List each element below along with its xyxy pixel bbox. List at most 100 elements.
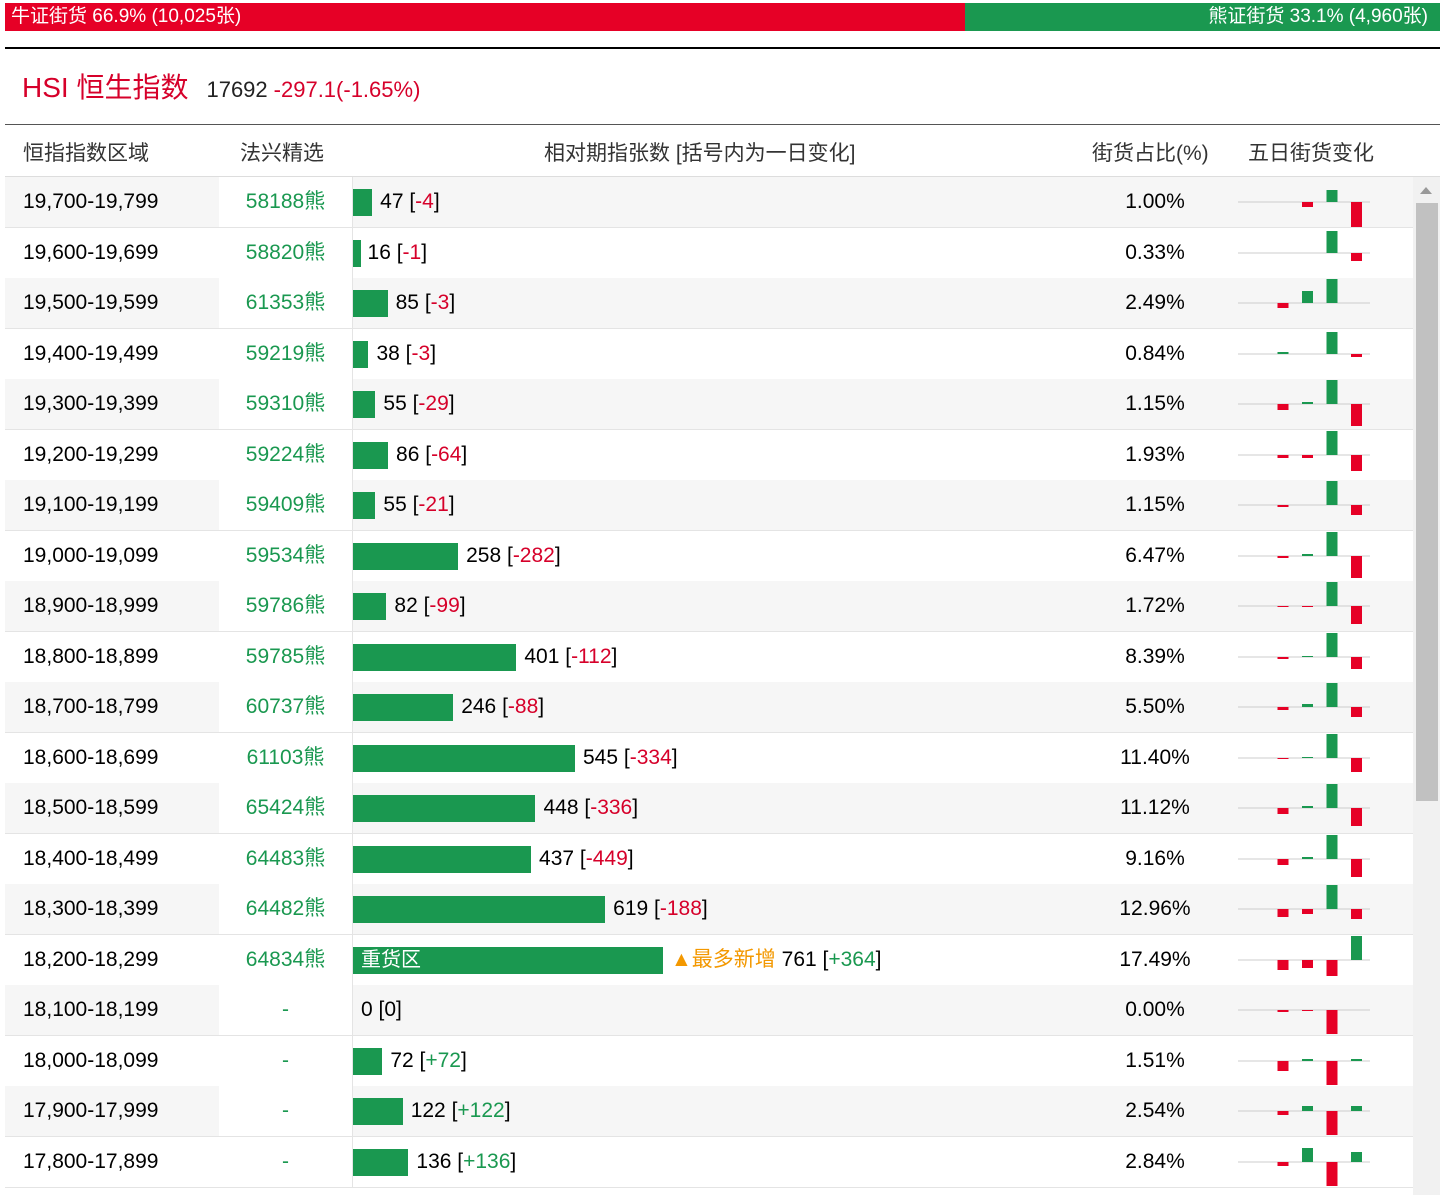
five-day-chart bbox=[1238, 632, 1370, 669]
scrollbar-thumb[interactable] bbox=[1416, 203, 1438, 801]
pick-cell: 61353熊 bbox=[219, 278, 353, 328]
column-header[interactable]: 恒指指数区域 bbox=[23, 142, 149, 165]
count-label: 619 [-188] bbox=[613, 897, 708, 920]
count-label: 401 [-112] bbox=[524, 644, 618, 668]
table-row: 19,600-19,699 58820熊 16 [-1] 0.33% bbox=[5, 227, 1413, 279]
count: 619 bbox=[613, 897, 649, 920]
share-cell: 2.54% bbox=[1125, 1099, 1185, 1122]
five-day-bar bbox=[1351, 252, 1362, 261]
five-day-bar bbox=[1326, 1111, 1338, 1135]
count: 122 bbox=[410, 1099, 446, 1122]
five-day-bar bbox=[1326, 733, 1338, 758]
range-cell: 18,000-18,099 bbox=[23, 1048, 159, 1072]
five-day-bar bbox=[1351, 935, 1362, 960]
column-header[interactable]: 法兴精选 bbox=[240, 142, 324, 165]
change: -449 bbox=[585, 846, 628, 870]
five-day-bar bbox=[1277, 757, 1289, 759]
pick-cell: - bbox=[219, 1035, 353, 1086]
five-day-bar bbox=[1277, 454, 1289, 458]
count-bar bbox=[353, 795, 536, 822]
five-day-bar bbox=[1302, 1010, 1313, 1011]
five-day-bar bbox=[1302, 756, 1313, 758]
table-row: 18,000-18,099 - 72 [+72] 1.51% bbox=[5, 1035, 1413, 1087]
five-day-bar bbox=[1277, 1060, 1289, 1071]
five-day-bar bbox=[1326, 834, 1338, 859]
five-day-bar bbox=[1326, 632, 1338, 657]
pick-cell: 64483熊 bbox=[219, 833, 353, 884]
five-day-chart bbox=[1238, 1106, 1370, 1135]
pick-cell: 59785熊 bbox=[219, 631, 353, 682]
table-row: 18,600-18,699 61103熊 545 [-334] 11.40% bbox=[5, 732, 1413, 784]
five-day-chart bbox=[1238, 380, 1370, 426]
count-bar bbox=[353, 896, 606, 923]
five-day-bar bbox=[1326, 582, 1338, 606]
five-day-bar bbox=[1277, 808, 1289, 814]
table-row: 18,200-18,299 64834熊 重货区 ▲最多新增 761 [+364] 17… bbox=[5, 934, 1413, 986]
change: -282 bbox=[512, 543, 555, 567]
scroll-up[interactable] bbox=[1419, 185, 1433, 195]
count: 0 bbox=[361, 998, 373, 1021]
change: -334 bbox=[629, 745, 672, 769]
five-day-bar bbox=[1351, 555, 1362, 578]
five-day-bar bbox=[1302, 291, 1313, 303]
index-header: HSI 恒生指数 17692 -297.1(-1.65%) bbox=[22, 66, 420, 106]
five-day-bar bbox=[1302, 1147, 1313, 1162]
column-header[interactable]: 相对期指张数 [括号内为一日变化] bbox=[544, 142, 856, 165]
change: -21 bbox=[418, 493, 449, 516]
five-day-chart bbox=[1238, 331, 1370, 357]
count-bar bbox=[353, 593, 387, 620]
range-cell: 19,500-19,599 bbox=[23, 291, 159, 314]
range-cell: 17,800-17,899 bbox=[23, 1149, 159, 1173]
five-day-bar bbox=[1302, 909, 1313, 914]
count: 82 bbox=[394, 594, 418, 617]
five-day-chart bbox=[1238, 733, 1370, 772]
five-day-bar bbox=[1326, 1161, 1338, 1186]
count-label: 136 [+136] bbox=[416, 1149, 517, 1173]
count-bar bbox=[353, 290, 388, 317]
table-row: 19,400-19,499 59219熊 38 [-3] 0.84% bbox=[5, 328, 1413, 380]
table-row: 18,400-18,499 64483熊 437 [-449] 9.16% bbox=[5, 833, 1413, 885]
index-change: -297.1(-1.65%) bbox=[273, 77, 421, 102]
pick-cell: - bbox=[219, 985, 353, 1035]
count-bar bbox=[353, 744, 575, 772]
five-day-bar bbox=[1326, 531, 1338, 556]
five-day-bar bbox=[1302, 402, 1313, 404]
count-bar bbox=[353, 492, 376, 519]
five-day-chart bbox=[1238, 430, 1370, 471]
change: -29 bbox=[418, 392, 449, 415]
divider bbox=[5, 47, 1440, 49]
pick-cell: - bbox=[219, 1086, 353, 1136]
five-day-bar bbox=[1302, 606, 1313, 607]
count-label: 437 [-449] bbox=[539, 846, 634, 870]
bar-text: 重货区 bbox=[361, 948, 421, 971]
count: 136 bbox=[416, 1149, 452, 1173]
count-label: 86 [-64] bbox=[396, 442, 468, 466]
five-day-bar bbox=[1302, 454, 1313, 458]
five-day-chart bbox=[1238, 1058, 1370, 1085]
five-day-chart bbox=[1238, 935, 1370, 976]
range-cell: 19,300-19,399 bbox=[23, 392, 159, 415]
change: -112 bbox=[571, 644, 612, 668]
count-label: 55 [-21] bbox=[383, 493, 455, 516]
five-day-bar bbox=[1351, 858, 1362, 877]
column-header[interactable]: 五日街货变化 bbox=[1248, 142, 1374, 165]
count-label: 72 [+72] bbox=[390, 1048, 467, 1072]
count: 437 bbox=[539, 846, 575, 870]
five-day-bar bbox=[1326, 1060, 1338, 1085]
five-day-chart bbox=[1238, 1009, 1370, 1034]
five-day-bar bbox=[1351, 656, 1362, 669]
share-cell: 17.49% bbox=[1119, 947, 1191, 971]
range-cell: 19,000-19,099 bbox=[23, 543, 159, 567]
five-day-bar bbox=[1302, 704, 1313, 707]
change: 0 bbox=[384, 998, 397, 1021]
range-cell: 18,900-18,999 bbox=[23, 594, 159, 617]
change: -188 bbox=[659, 897, 702, 920]
count: 258 bbox=[466, 543, 502, 567]
column-header[interactable]: 街货占比(%) bbox=[1092, 142, 1209, 165]
bull-bear-bar: 牛证街货 66.9% (10,025张) 熊证街货 33.1% (4,960张) bbox=[5, 3, 1440, 31]
count-label: ▲最多新增 761 [+364] bbox=[671, 947, 882, 971]
count: 86 bbox=[396, 442, 420, 466]
share-cell: 1.15% bbox=[1125, 493, 1185, 516]
range-cell: 19,100-19,199 bbox=[23, 493, 159, 516]
